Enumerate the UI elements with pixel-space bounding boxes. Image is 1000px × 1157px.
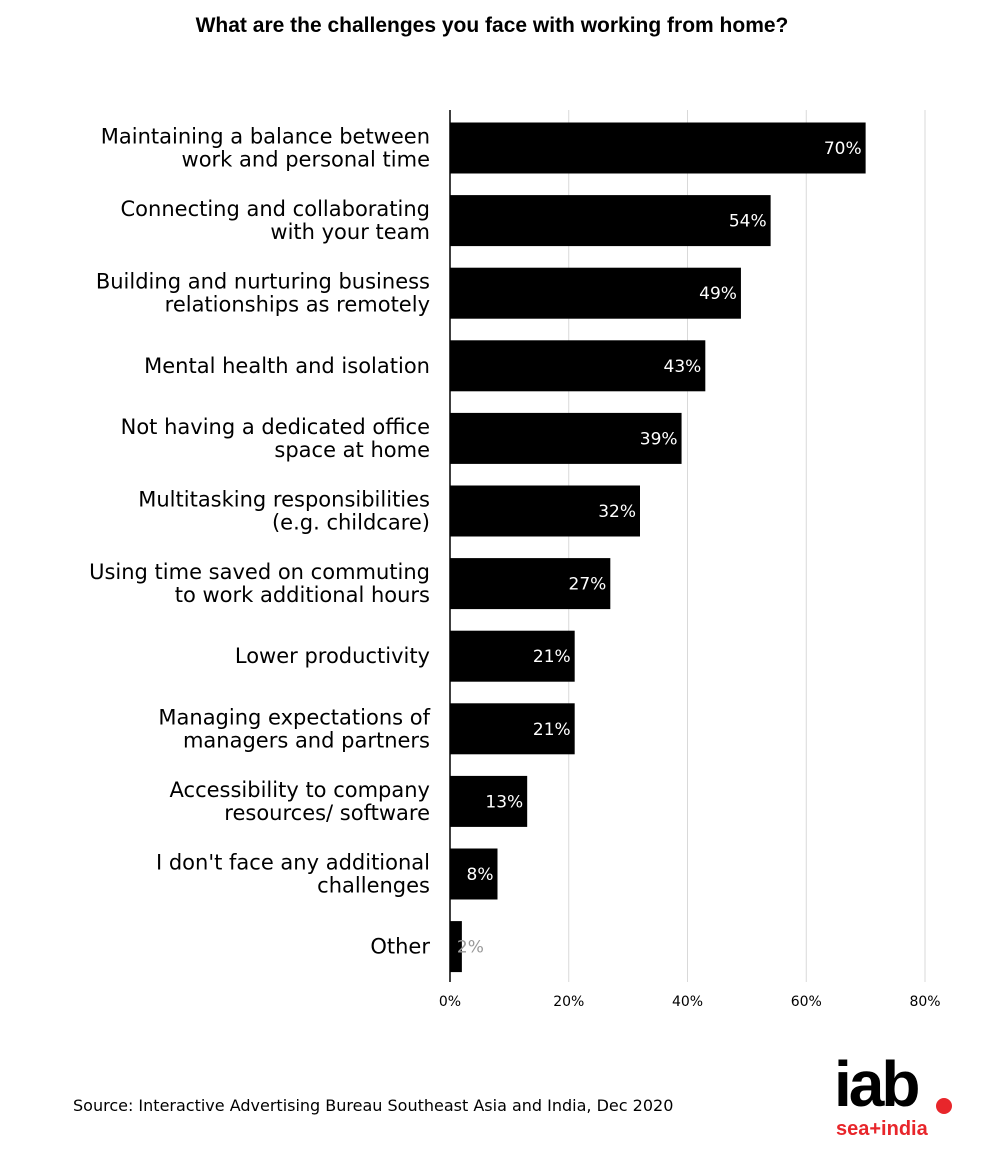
value-label: 39% (640, 429, 678, 449)
category-label-line: challenges (317, 874, 430, 898)
value-label: 43% (664, 357, 702, 377)
category-label: Multitasking responsibilities (e.g. child… (138, 488, 430, 535)
category-label: Maintaining a balance between work and pe… (101, 125, 430, 172)
category-label: I don't face any additional challenges (156, 851, 430, 898)
bar (450, 630, 575, 682)
category-label-line: Multitasking responsibilities (138, 488, 430, 512)
bars (450, 122, 866, 973)
category-label-line: Maintaining a balance between (101, 125, 430, 149)
category-label-line: to work additional hours (175, 583, 430, 607)
value-label: 32% (598, 502, 636, 522)
x-tick-label: 40% (672, 994, 703, 1010)
category-label-line: work and personal time (182, 148, 430, 172)
category-label-line: Not having a dedicated office (121, 415, 430, 439)
value-label: 54% (729, 212, 767, 232)
value-label: 8% (467, 865, 494, 885)
category-label-line: Other (370, 935, 430, 959)
bar (450, 703, 575, 755)
bar-chart: Maintaining a balance between work and pe… (89, 110, 941, 1010)
source-note: Source: Interactive Advertising Bureau S… (73, 1096, 674, 1115)
category-label: Not having a dedicated office space at ho… (121, 415, 430, 462)
value-label: 49% (699, 284, 737, 304)
x-tick-label: 80% (909, 994, 940, 1010)
iab-logo: iab sea+india (834, 1052, 964, 1144)
bar (450, 485, 640, 537)
bar (450, 195, 771, 247)
category-label: Connecting and collaborating with your te… (121, 197, 430, 244)
category-label-line: resources/ software (224, 801, 430, 825)
value-label: 13% (485, 792, 523, 812)
bar (450, 848, 498, 900)
logo-subtext: sea+india (836, 1118, 928, 1140)
category-label-line: with your team (270, 220, 430, 244)
category-labels: Maintaining a balance between work and pe… (89, 125, 431, 959)
category-label-line: Using time saved on commuting (89, 560, 430, 584)
category-label-line: Connecting and collaborating (121, 197, 430, 221)
value-label: 70% (824, 139, 862, 159)
grid-lines (568, 110, 926, 982)
chart-title: What are the challenges you face with wo… (195, 14, 789, 37)
logo-text: iab (834, 1048, 920, 1120)
category-label-line: managers and partners (183, 728, 430, 752)
x-tick-label: 0% (439, 994, 461, 1010)
category-label-line: (e.g. childcare) (272, 511, 430, 535)
value-label: 21% (533, 720, 571, 740)
category-label-line: relationships as remotely (165, 293, 430, 317)
value-labels: 70% 54% 49% 43% 39% 32% 27% 21% 21% 13% 8% 2% (457, 139, 862, 958)
category-label: Managing expectations of managers and par… (158, 705, 430, 752)
category-label-line: Lower productivity (235, 644, 430, 668)
category-label: Mental health and isolation (144, 354, 430, 378)
bar (450, 921, 462, 973)
value-label: 2% (457, 938, 484, 958)
value-label: 21% (533, 647, 571, 667)
x-tick-label: 20% (553, 994, 584, 1010)
category-label-line: Managing expectations of (158, 705, 430, 729)
category-label-line: Accessibility to company (170, 778, 430, 802)
bar (450, 267, 741, 319)
category-label: Lower productivity (235, 644, 430, 668)
value-label: 27% (569, 575, 607, 595)
bar (450, 775, 528, 827)
bar (450, 412, 682, 464)
category-label: Using time saved on commuting to work add… (89, 560, 430, 607)
logo-dot-icon (936, 1098, 952, 1114)
x-tick-label: 60% (791, 994, 822, 1010)
category-label-line: Mental health and isolation (144, 354, 430, 378)
bar (450, 558, 611, 610)
category-label: Accessibility to company resources/ softw… (170, 778, 430, 825)
x-axis-ticks: 0% 20% 40% 60% 80% (439, 994, 941, 1010)
category-label-line: space at home (274, 438, 430, 462)
bar (450, 122, 866, 174)
category-label: Building and nurturing business relations… (96, 270, 430, 317)
category-label-line: I don't face any additional (156, 851, 430, 875)
category-label-line: Building and nurturing business (96, 270, 430, 294)
category-label: Other (370, 935, 430, 959)
bar (450, 340, 706, 392)
